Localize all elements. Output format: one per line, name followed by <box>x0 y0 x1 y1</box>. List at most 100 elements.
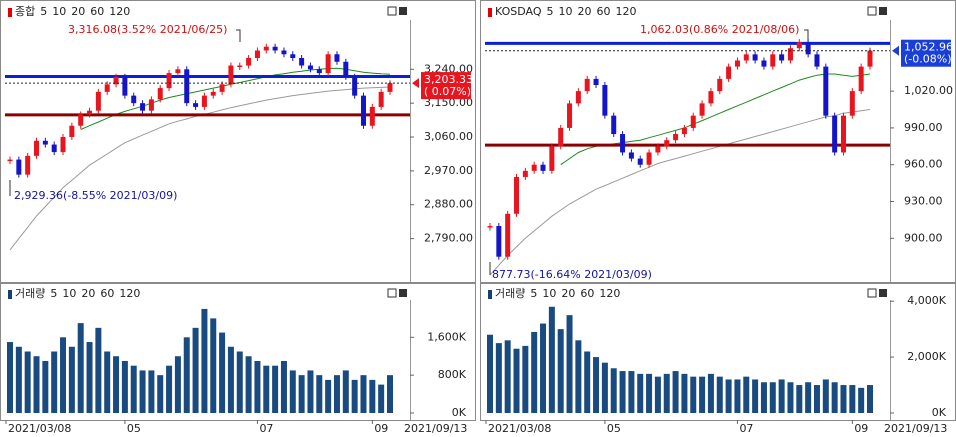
candle <box>743 54 749 61</box>
legend-label: 20 <box>81 287 95 300</box>
candle <box>611 115 617 135</box>
volume-bar <box>796 385 803 413</box>
candle <box>263 46 269 51</box>
legend-label: 5 <box>40 5 47 18</box>
volume-bar <box>584 351 591 413</box>
volume-bar <box>210 318 217 413</box>
volume-bar <box>77 323 84 413</box>
volume-bar <box>148 370 155 413</box>
candle <box>78 114 84 126</box>
candle <box>166 73 172 89</box>
candle <box>814 54 820 67</box>
volume-bar <box>681 373 688 413</box>
volume-bar <box>495 343 502 413</box>
y-tick-label: 0K <box>932 406 947 419</box>
volume-bar <box>522 345 529 413</box>
volume-bar <box>289 370 296 413</box>
volume-bar <box>15 346 22 413</box>
candle <box>673 134 679 141</box>
candle <box>505 213 511 257</box>
candle <box>316 69 322 74</box>
legend-swatch <box>488 290 492 299</box>
y-tick-label: 2,970.00 <box>424 164 473 177</box>
candle <box>104 84 110 92</box>
volume-bar <box>734 379 741 413</box>
candle <box>805 42 811 55</box>
y-tick-label: 2,000K <box>907 350 946 363</box>
candle <box>343 61 349 77</box>
volume-bar <box>769 382 776 413</box>
volume-bar <box>60 337 67 413</box>
volume-bar <box>387 375 393 413</box>
y-tick-label: 3,240.00 <box>424 62 473 75</box>
button[interactable] <box>879 289 887 297</box>
window-buttons[interactable] <box>387 6 887 298</box>
y-tick-label: 990.00 <box>904 121 943 134</box>
candle <box>201 95 207 107</box>
volume-bar <box>646 373 653 413</box>
legend-label: 120 <box>109 5 130 18</box>
button[interactable] <box>867 288 877 298</box>
volume-bar <box>487 334 493 413</box>
annotation-arrow <box>236 29 241 42</box>
volume-bar <box>610 368 617 413</box>
button[interactable] <box>879 7 887 15</box>
candle <box>378 91 384 107</box>
button[interactable] <box>387 6 397 16</box>
legend-swatch <box>488 8 492 17</box>
volume-bar <box>263 365 270 413</box>
current-box <box>421 72 471 100</box>
volume-bar <box>672 371 679 413</box>
volume-bar <box>707 373 714 413</box>
candle <box>272 46 278 51</box>
volume-bar <box>166 365 173 413</box>
x-tick-label: 07 <box>259 422 273 435</box>
legend-label: 120 <box>119 287 140 300</box>
y-tick-label: 3,060.00 <box>424 130 473 143</box>
volume-bar <box>351 379 358 413</box>
candle <box>34 140 40 156</box>
legend-label: 20 <box>578 5 592 18</box>
volume-bar <box>316 375 323 413</box>
legend-label: 60 <box>597 5 611 18</box>
button[interactable] <box>387 288 397 298</box>
button[interactable] <box>399 289 407 297</box>
candle <box>307 65 313 70</box>
volume-bar <box>840 385 847 413</box>
candle <box>60 137 66 153</box>
volume-bar <box>245 356 252 413</box>
volume-bar <box>743 376 750 413</box>
current-date: 2021/09/13 <box>404 422 467 435</box>
volume-bar <box>307 370 314 413</box>
candle <box>531 164 537 171</box>
candle <box>360 95 366 126</box>
button[interactable] <box>867 6 877 16</box>
candle <box>549 146 555 171</box>
candle <box>131 95 137 104</box>
volume-bar <box>752 379 759 413</box>
x-tick-label: 05 <box>607 422 621 435</box>
candle <box>796 42 802 49</box>
volume-bar <box>805 382 812 413</box>
volume-bar <box>531 331 538 413</box>
button[interactable] <box>399 7 407 15</box>
legend-label: 5 <box>50 287 57 300</box>
volume-bar <box>272 365 279 413</box>
candle <box>69 125 75 138</box>
legend-label: 거래량 <box>15 287 45 300</box>
candle <box>496 226 502 257</box>
candle <box>299 58 305 66</box>
candle <box>628 152 634 159</box>
legend-label: KOSDAQ <box>495 5 542 18</box>
candle <box>708 91 714 104</box>
legend-label: 거래량 <box>495 287 525 300</box>
y-tick-label: 900.00 <box>904 231 943 244</box>
volume-bar <box>699 376 706 413</box>
volume-bar <box>42 360 49 413</box>
legend-label: 60 <box>580 287 594 300</box>
legend-label: 10 <box>62 287 76 300</box>
volume-bar <box>725 379 732 413</box>
legend-label: 120 <box>616 5 637 18</box>
volume-bar <box>113 356 120 413</box>
legend-label: 20 <box>561 287 575 300</box>
